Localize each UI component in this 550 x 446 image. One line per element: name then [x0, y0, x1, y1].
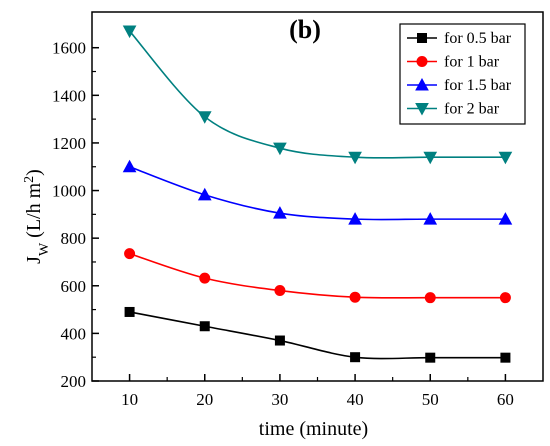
legend-label: for 2 bar	[444, 101, 500, 118]
data-point	[122, 25, 137, 39]
data-point	[348, 212, 362, 225]
x-tick-label: 30	[271, 390, 288, 409]
data-point	[274, 285, 286, 297]
series-line	[129, 165, 506, 221]
y-tick-label: 1000	[52, 182, 86, 201]
data-point	[498, 212, 513, 225]
legend: for 0.5 bar for 1 bar for 1.5 bar for 2 bar	[399, 23, 526, 125]
data-point	[274, 335, 285, 346]
data-point	[499, 292, 511, 304]
legend-label: for 1 bar	[444, 54, 500, 71]
series-line	[129, 252, 506, 299]
y-tick-label: 400	[61, 324, 87, 343]
y-axis-title: JW (L/h m2)	[22, 169, 52, 264]
legend-label: for 0.5 bar	[444, 30, 512, 47]
legend-marker	[416, 56, 428, 67]
x-tick-label: 10	[121, 390, 138, 409]
data-point	[350, 352, 361, 363]
legend-item: for 1.5 bar	[407, 77, 512, 94]
y-axis-title-main: J	[23, 256, 45, 264]
x-tick-label: 60	[497, 390, 514, 409]
data-point	[199, 272, 211, 284]
y-tick-label: 600	[61, 277, 87, 296]
series-4	[122, 25, 513, 165]
legend-marker	[415, 103, 429, 116]
chart-title: (b)	[289, 15, 321, 44]
series-line	[129, 311, 506, 360]
legend-label: for 1.5 bar	[444, 77, 512, 94]
x-tick-label: 50	[422, 390, 439, 409]
data-point	[124, 306, 135, 317]
x-axis-title: time (minute)	[259, 418, 368, 440]
data-point	[348, 151, 362, 165]
y-axis-title-sub: W	[37, 242, 52, 256]
data-point	[498, 151, 513, 165]
data-point	[423, 212, 438, 225]
data-point	[424, 292, 436, 304]
x-tick-label: 20	[196, 390, 213, 409]
y-axis-title-unit: (L/h m	[23, 182, 45, 242]
data-point	[122, 159, 137, 173]
data-point	[273, 206, 287, 219]
data-point	[197, 187, 212, 201]
y-tick-label: 1400	[52, 86, 86, 105]
data-point	[124, 248, 136, 260]
data-point	[199, 321, 210, 332]
y-axis-title-sup: 2	[22, 176, 37, 183]
data-point	[425, 352, 436, 363]
y-tick-label: 800	[61, 229, 87, 248]
series-2	[124, 248, 511, 304]
y-tick-label: 1600	[52, 39, 86, 58]
y-tick-label: 200	[61, 372, 87, 391]
legend-item: for 0.5 bar	[407, 30, 512, 47]
series-3	[122, 159, 513, 225]
legend-marker	[415, 77, 429, 91]
series-1	[124, 306, 511, 363]
legend-marker	[417, 33, 427, 43]
data-point	[349, 291, 361, 303]
y-tick-label: 1200	[52, 134, 86, 153]
data-point	[423, 151, 438, 165]
data-point	[500, 352, 511, 363]
x-tick-label: 40	[347, 390, 364, 409]
legend-item: for 2 bar	[407, 101, 500, 118]
y-axis-title-close: )	[23, 169, 45, 176]
legend-item: for 1 bar	[407, 54, 500, 71]
data-point	[273, 142, 287, 156]
data-point	[197, 111, 212, 124]
